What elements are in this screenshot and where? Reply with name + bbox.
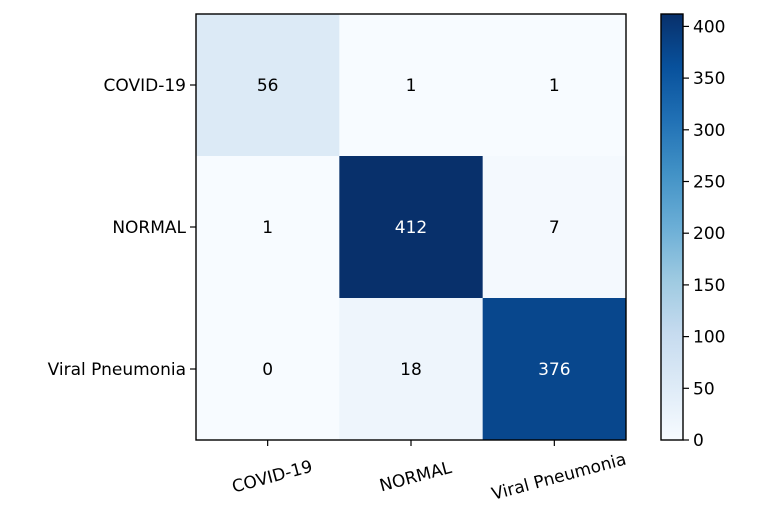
x-tick-label: NORMAL (378, 458, 455, 497)
cell-value-label: 1 (406, 76, 417, 96)
heatmap-cell (196, 298, 340, 441)
colorbar-tick-label: 250 (693, 173, 725, 193)
cell-value-label: 412 (395, 218, 427, 238)
colorbar-tick-label: 150 (693, 276, 725, 296)
colorbar-ticks: 0 50 100 150 200 250 300 350 400 (683, 17, 725, 451)
x-tick-label: COVID-19 (230, 457, 315, 498)
y-axis-ticks: COVID-19 NORMAL Viral Pneumonia (48, 76, 196, 380)
colorbar-tick-label: 0 (693, 431, 704, 451)
heatmap-cell (482, 14, 627, 157)
heatmap-cell (339, 14, 484, 157)
heatmap-cell (482, 156, 627, 299)
heatmap-cell (339, 298, 484, 441)
y-tick-label: NORMAL (112, 218, 186, 238)
cell-value-label: 7 (549, 218, 560, 238)
colorbar-tick-label: 350 (693, 69, 725, 89)
cell-value-label: 56 (257, 76, 279, 96)
heatmap-cell (339, 156, 484, 299)
heatmap-cell (196, 156, 340, 299)
cell-value-label: 18 (400, 360, 422, 380)
cell-value-label: 1 (549, 76, 560, 96)
heatmap-cell (482, 298, 627, 441)
colorbar-tick-label: 50 (693, 379, 715, 399)
colorbar (661, 14, 683, 440)
heatmap-cells: 56 1 1 1 412 7 0 18 376 (196, 14, 627, 441)
heatmap-cell (196, 14, 340, 157)
cell-value-label: 1 (262, 218, 273, 238)
cell-value-label: 376 (538, 360, 570, 380)
colorbar-frame (660, 13, 684, 441)
x-axis-ticks: COVID-19 NORMAL Viral Pneumonia (230, 440, 628, 505)
y-tick-label: COVID-19 (104, 76, 186, 96)
colorbar-tick-label: 200 (693, 224, 725, 244)
colorbar-tick-label: 100 (693, 328, 725, 348)
y-tick-label: Viral Pneumonia (48, 360, 186, 380)
cell-value-label: 0 (262, 360, 273, 380)
colorbar-tick-label: 300 (693, 121, 725, 141)
x-tick-label: Viral Pneumonia (490, 450, 629, 505)
colorbar-tick-label: 400 (693, 17, 725, 37)
